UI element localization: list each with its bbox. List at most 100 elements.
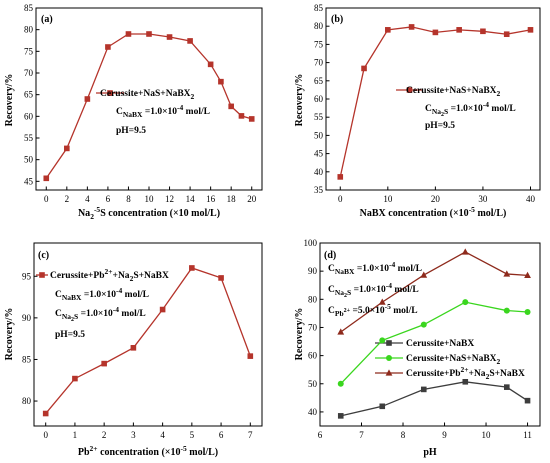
x-tick-label: 8 (401, 430, 406, 440)
y-tick-label: 75 (24, 46, 34, 56)
y-tick-label: 80 (22, 396, 32, 406)
x-tick-label: 20 (247, 194, 257, 204)
data-point (432, 29, 439, 36)
x-tick-label: 10 (482, 430, 492, 440)
legend-marker (39, 272, 45, 278)
x-tick-label: 0 (44, 194, 49, 204)
data-point (361, 65, 367, 72)
data-point (524, 308, 531, 315)
legend-label: Cerussite+Pb2+​+Na2​S+NaBX (50, 267, 169, 283)
data-point (462, 378, 469, 385)
series-path (45, 267, 251, 414)
y-tick-label: 60 (314, 94, 324, 104)
y-axis-label: Recovery/% (294, 74, 305, 127)
annotation-text: CNa​2​S​ =1.0×10-4​ mol/L (328, 281, 419, 299)
x-axis-label: Na2​-5​S concentration (×10 mol/L) (78, 205, 220, 221)
legend-marker (386, 355, 392, 361)
x-tick-label: 4 (85, 194, 90, 204)
data-point (238, 113, 245, 119)
annotation-text: CNaBX​ =1.0×10-4​ mol/L (55, 286, 149, 302)
legend-label: Cerussite+NaS+NaBX2​ (406, 354, 501, 366)
data-point (503, 384, 510, 390)
legend-marker (385, 369, 393, 376)
legend-marker (406, 87, 413, 93)
series-path (340, 381, 528, 417)
y-tick-label: 65 (314, 76, 324, 86)
legend-label: Cerussite+NaBX (406, 339, 474, 349)
legend-marker (107, 90, 113, 96)
data-point (159, 306, 166, 313)
y-tick-label: 60 (24, 111, 34, 121)
x-axis-label: pH (423, 447, 437, 458)
x-tick-label: 2 (65, 194, 70, 204)
annotation-text: CNa​2​S​ =1.0×10-4​ mol/L (55, 305, 146, 323)
y-axis-label: Recovery/% (294, 308, 305, 361)
x-tick-label: 6 (219, 430, 224, 440)
data-point (420, 321, 427, 328)
series-path (340, 251, 528, 333)
y-tick-label: 55 (24, 133, 34, 143)
y-tick-label: 95 (22, 271, 32, 281)
data-point (337, 380, 344, 387)
data-point (166, 34, 173, 40)
y-axis-label: Recovery/% (4, 308, 15, 361)
y-tick-label: 80 (308, 294, 318, 304)
y-tick-label: 90 (308, 266, 318, 276)
x-tick-label: 6 (318, 430, 323, 440)
data-point (247, 353, 254, 359)
annotation-text: pH=9.5 (425, 121, 455, 131)
y-tick-label: 40 (308, 407, 318, 417)
x-tick-label: 1 (73, 430, 78, 440)
y-tick-label: 80 (24, 25, 34, 35)
y-tick-label: 75 (314, 39, 324, 49)
chart-panel-b: 0 10 20 30 40 35 40 45 50 55 60 65 70 75 80 85 NaBX conc… (294, 3, 541, 219)
y-tick-label: 45 (24, 176, 34, 186)
x-tick-label: 16 (206, 194, 216, 204)
data-point (527, 27, 534, 33)
data-point (420, 386, 427, 393)
data-point (503, 270, 511, 277)
data-point (503, 307, 510, 314)
data-point (187, 38, 193, 44)
series-line (337, 378, 531, 419)
series-line (337, 248, 531, 335)
y-tick-label: 45 (314, 149, 324, 159)
panel-label: (c) (38, 250, 49, 261)
x-tick-label: 7 (248, 430, 253, 440)
x-tick-label: 30 (478, 194, 488, 204)
x-tick-label: 5 (190, 430, 195, 440)
x-tick-label: 18 (227, 194, 237, 204)
series-line (42, 265, 254, 417)
y-tick-label: 85 (24, 3, 34, 13)
data-point (524, 397, 531, 404)
series-line (337, 24, 534, 180)
annotation-text: pH=9.5 (116, 126, 146, 136)
annotation-text: CNaBX​ =1.0×10-4​ mol/L (116, 103, 210, 119)
data-point (105, 44, 111, 50)
y-tick-label: 50 (24, 155, 34, 165)
x-tick-label: 6 (106, 194, 111, 204)
x-tick-label: 8 (126, 194, 131, 204)
legend-label: Cerussite+NaS+NaBX2​ (406, 86, 501, 98)
x-tick-label: 40 (526, 194, 536, 204)
data-point (420, 271, 428, 278)
x-tick-label: 11 (523, 430, 532, 440)
y-tick-label: 100 (304, 238, 318, 248)
plot-frame (33, 242, 263, 427)
data-point (146, 31, 152, 37)
annotation-text: CNa​2​S​ =1.0×10-4​ mol/L (425, 100, 516, 118)
data-point (42, 410, 49, 417)
series-line (43, 31, 255, 182)
legend-marker (386, 340, 392, 346)
data-point (43, 175, 50, 182)
x-tick-label: 10 (145, 194, 155, 204)
data-point (379, 337, 386, 344)
x-tick-label: 14 (186, 194, 196, 204)
y-tick-label: 85 (22, 354, 32, 364)
data-point (207, 61, 214, 68)
data-point (248, 116, 255, 122)
x-tick-label: 10 (383, 194, 393, 204)
data-point (125, 31, 132, 37)
x-tick-label: 9 (442, 430, 447, 440)
y-tick-label: 70 (24, 68, 34, 78)
